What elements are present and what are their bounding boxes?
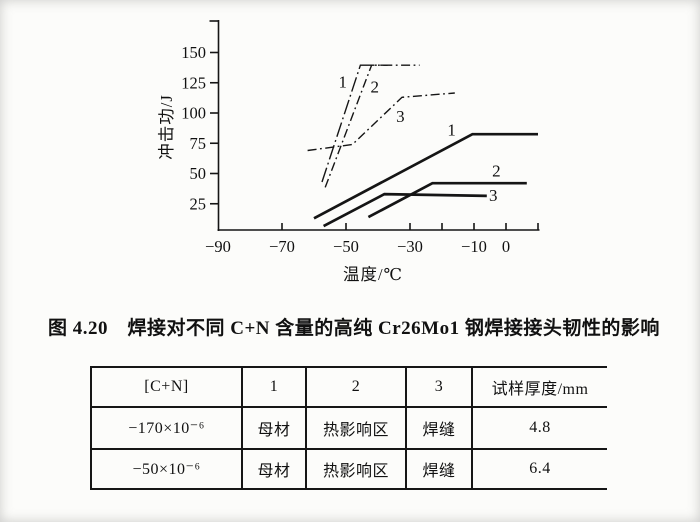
table-row: −170×10⁻⁶ 母材 热影响区 焊缝 4.8 — [91, 407, 607, 450]
table-header-thickness: 试样厚度/mm — [472, 367, 607, 408]
curve-1-dashdot — [321, 64, 388, 183]
cell-cn-value: −50×10⁻⁶ — [91, 449, 243, 490]
cell-thickness: 4.8 — [472, 407, 607, 450]
curve-label-3: 3 — [489, 186, 498, 205]
cell-curve3: 焊缝 — [406, 449, 473, 490]
y-tick-label: 100 — [181, 104, 206, 123]
table-header-row: [C+N] 1 2 3 试样厚度/mm — [91, 367, 607, 408]
impact-energy-vs-temperature-chart: 25 50 75 100 125 150 −90 −70 −50 −30 −10 0 冲击功/J 温度/℃… — [157, 20, 540, 284]
x-tick-label: −70 — [269, 237, 295, 256]
x-axis-title: 温度/℃ — [343, 265, 403, 284]
x-tick-label: −90 — [205, 237, 231, 256]
cell-cn-value: −170×10⁻⁶ — [91, 407, 243, 450]
curve-label-3: 3 — [396, 107, 405, 126]
table-header-curve3: 3 — [406, 367, 473, 408]
table-header-curve1: 1 — [242, 367, 307, 408]
curve-label-2: 2 — [492, 162, 501, 181]
curve-1-solid — [313, 132, 538, 220]
cell-curve2: 热影响区 — [306, 449, 407, 490]
table-row: −50×10⁻⁶ 母材 热影响区 焊缝 6.4 — [91, 449, 607, 490]
cn-content-table: [C+N] 1 2 3 试样厚度/mm −170×10⁻⁶ 母材 热影响区 焊缝… — [90, 366, 607, 490]
y-tick-label: 125 — [181, 73, 206, 92]
curve-label-1: 1 — [447, 120, 456, 139]
cell-curve1: 母材 — [242, 407, 307, 450]
table-header-cn: [C+N] — [91, 367, 243, 408]
y-tick-label: 25 — [190, 194, 207, 213]
cell-curve1: 母材 — [242, 449, 307, 490]
cell-curve2: 热影响区 — [306, 407, 407, 450]
curve-2-dashdot — [324, 64, 420, 188]
y-tick-label: 50 — [190, 164, 207, 183]
x-tick-label: 0 — [502, 237, 510, 256]
cell-curve3: 焊缝 — [406, 407, 473, 450]
x-tick-label: −30 — [397, 237, 423, 256]
curve-label-2: 2 — [371, 77, 380, 96]
curve-2-solid — [367, 181, 527, 219]
curve-3-solid — [322, 192, 487, 228]
x-tick-label: −50 — [333, 237, 359, 256]
y-tick-label: 150 — [181, 43, 206, 62]
y-axis-title: 冲击功/J — [157, 94, 176, 160]
curve-label-1: 1 — [339, 73, 348, 92]
cell-thickness: 6.4 — [472, 449, 607, 490]
figure-caption: 图 4.20 焊接对不同 C+N 含量的高纯 Cr26Mo1 钢焊接接头韧性的影… — [48, 318, 660, 339]
curve-3-dashdot — [307, 92, 455, 152]
table-header-curve2: 2 — [306, 367, 407, 408]
y-tick-label: 75 — [190, 134, 207, 153]
x-tick-label: −10 — [461, 237, 487, 256]
